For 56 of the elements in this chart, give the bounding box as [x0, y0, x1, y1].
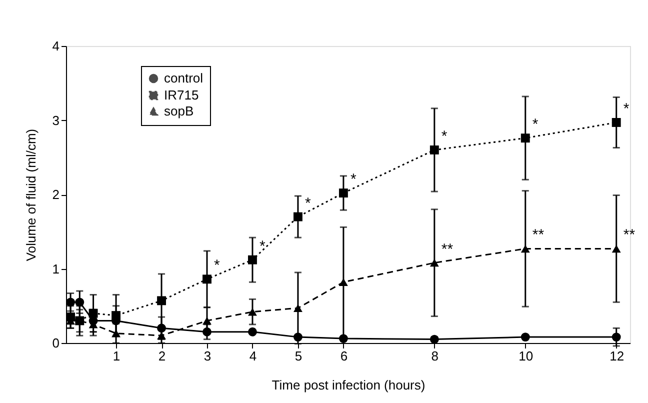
- x-tick-label: 5: [294, 348, 302, 364]
- legend-label: control: [164, 70, 204, 86]
- point: [88, 308, 98, 318]
- x-tick-label: 3: [204, 348, 212, 364]
- x-tick-label: 1: [112, 348, 120, 364]
- point: [338, 188, 348, 198]
- y-tick-label: 4: [52, 38, 60, 54]
- annotation: **: [623, 226, 636, 244]
- x-axis-title: Time post infection (hours): [272, 378, 426, 392]
- annotation: *: [350, 171, 356, 188]
- legend-label: sopB: [164, 104, 194, 118]
- point: [75, 298, 84, 307]
- legend-label: IR715: [164, 88, 199, 102]
- point: [202, 327, 212, 336]
- point: [66, 298, 76, 307]
- point: [248, 327, 257, 336]
- point: [157, 324, 166, 333]
- y-tick-label: 0: [52, 336, 60, 350]
- point: [430, 334, 439, 344]
- point: [430, 145, 439, 154]
- point: [248, 255, 257, 264]
- annotation: **: [532, 226, 544, 244]
- annotation: *: [532, 116, 538, 134]
- point: [293, 332, 302, 342]
- point: [520, 244, 530, 253]
- point: [612, 118, 621, 127]
- point: [157, 332, 166, 340]
- y-tick-label: 2: [52, 187, 60, 202]
- x-tick-label: 12: [610, 348, 624, 364]
- x-tick-label: 2: [158, 348, 166, 364]
- annotation: *: [214, 257, 220, 274]
- y-axis-title: Volume of fluid (ml/cm): [23, 128, 38, 262]
- annotation: *: [304, 194, 311, 212]
- point: [112, 311, 121, 320]
- annotation: **: [441, 240, 454, 258]
- point: [157, 296, 166, 306]
- y-tick-label: 3: [52, 112, 60, 128]
- point: [202, 274, 212, 284]
- point: [430, 258, 439, 267]
- x-tick-label: 4: [249, 348, 257, 364]
- annotation: *: [259, 238, 266, 255]
- point: [612, 332, 621, 342]
- x-tick-label: 10: [518, 348, 534, 364]
- point: [293, 212, 302, 222]
- point: [612, 244, 621, 253]
- point: [293, 304, 302, 312]
- point: [202, 316, 212, 325]
- point: [338, 278, 348, 286]
- point: [520, 332, 530, 342]
- x-tick-label: 8: [431, 348, 439, 364]
- y-tick-label: 1: [52, 261, 60, 276]
- annotation: *: [441, 128, 448, 145]
- annotation: *: [623, 100, 630, 118]
- point: [338, 334, 348, 344]
- point: [520, 134, 530, 143]
- x-tick-label: 6: [340, 348, 348, 364]
